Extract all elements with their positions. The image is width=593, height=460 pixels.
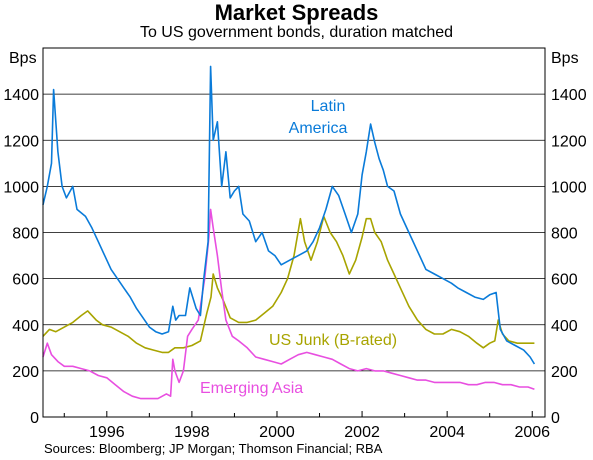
x-tick-label: 2006 [514,424,550,441]
y-tick-label-right: 0 [551,410,560,427]
y-tick-label-left: 0 [30,410,39,427]
y-tick-label-left: 400 [12,318,39,335]
x-tick-label: 2000 [259,424,295,441]
series-lines [42,65,536,400]
y-tick-label-left: 1000 [3,179,39,196]
series-label-us-junk: US Junk (B-rated) [269,332,397,349]
chart-subtitle: To US government bonds, duration matched [139,24,454,41]
y-tick-label-right: 600 [551,272,578,289]
axis-ticks: 0 0 200 200 400 400 600 600 800 800 1000 1000 1200 12… [3,87,586,441]
x-tick-label: 1998 [174,424,210,441]
y-axis-label-right: Bps [551,50,579,67]
series-label-latin-america-line1: Latin [311,98,346,115]
y-tick-label-left: 800 [12,226,39,243]
y-tick-label-right: 400 [551,318,578,335]
y-tick-label-right: 1000 [551,179,587,196]
y-tick-label-right: 1400 [551,87,587,104]
y-tick-label-left: 1200 [3,133,39,150]
x-tick-label: 2002 [344,424,380,441]
plot-frame [42,47,546,418]
y-tick-label-left: 600 [12,272,39,289]
grid-lines [43,93,545,372]
y-tick-label-right: 200 [551,364,578,381]
series-label-latin-america-line2: America [289,120,348,137]
series-line-emerging-asia [42,208,535,400]
y-axis-label-left: Bps [9,50,37,67]
y-tick-label-right: 1200 [551,133,587,150]
x-tick-label: 2004 [429,424,465,441]
y-tick-label-right: 800 [551,226,578,243]
series-line-us-junk-b-rated [42,215,535,354]
x-tick-label: 1996 [89,424,125,441]
chart-source-note: Sources: Bloomberg; JP Morgan; Thomson F… [44,441,383,456]
series-label-emerging-asia: Emerging Asia [200,380,303,397]
y-tick-label-left: 200 [12,364,39,381]
series-line-latin-america [42,65,536,365]
y-tick-label-left: 1400 [3,87,39,104]
series-labels: Latin America US Junk (B-rated) Emerging… [200,98,397,397]
chart-title: Market Spreads [214,0,379,25]
